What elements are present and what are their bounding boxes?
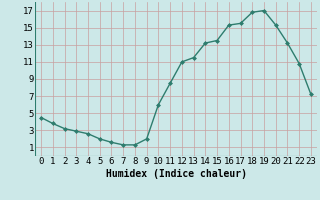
X-axis label: Humidex (Indice chaleur): Humidex (Indice chaleur) bbox=[106, 169, 246, 179]
